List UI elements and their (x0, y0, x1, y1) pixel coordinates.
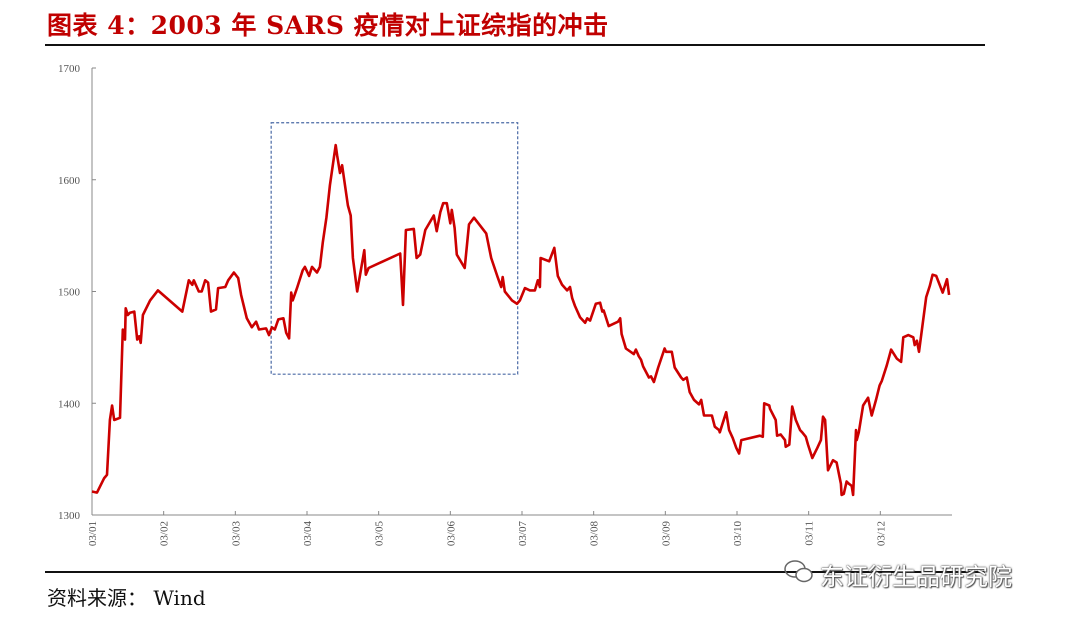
x-tick-label: 03/03 (230, 521, 242, 547)
y-tick-label: 1300 (58, 510, 81, 522)
y-tick-label: 1400 (58, 398, 81, 410)
title-underline (45, 44, 985, 46)
x-tick-label: 03/07 (517, 521, 529, 547)
watermark: 东证衍生品研究院 (784, 557, 1012, 592)
source-note: 资料来源： Wind (47, 586, 206, 610)
x-tick-label: 03/04 (302, 521, 314, 547)
y-tick-label: 1500 (58, 287, 81, 299)
x-tick-label: 03/11 (804, 521, 816, 546)
x-tick-label: 03/05 (374, 521, 386, 547)
x-tick-label: 03/08 (589, 521, 601, 547)
x-tick-label: 03/06 (445, 521, 457, 547)
x-tick-label: 03/09 (660, 521, 672, 547)
chart-title: 图表 4：2003 年 SARS 疫情对上证综指的冲击 (47, 11, 609, 40)
y-tick-label: 1700 (58, 63, 81, 75)
watermark-text: 东证衍生品研究院 (820, 563, 1012, 591)
x-tick-label: 03/10 (732, 521, 744, 547)
axes (91, 67, 952, 516)
x-tick-label: 03/02 (159, 521, 171, 546)
series-line-shanghai-composite (91, 143, 951, 497)
y-tick-label: 1600 (58, 175, 81, 187)
annotation-box (270, 122, 519, 375)
wechat-icon (784, 559, 814, 591)
x-tick-label: 03/01 (87, 521, 99, 546)
x-tick-label: 03/12 (875, 521, 887, 546)
tick-labels: 1300 1400 1500 1600 1700 03/01 03/02 03/03 03/04… (58, 63, 887, 546)
footer-rule (45, 571, 985, 573)
